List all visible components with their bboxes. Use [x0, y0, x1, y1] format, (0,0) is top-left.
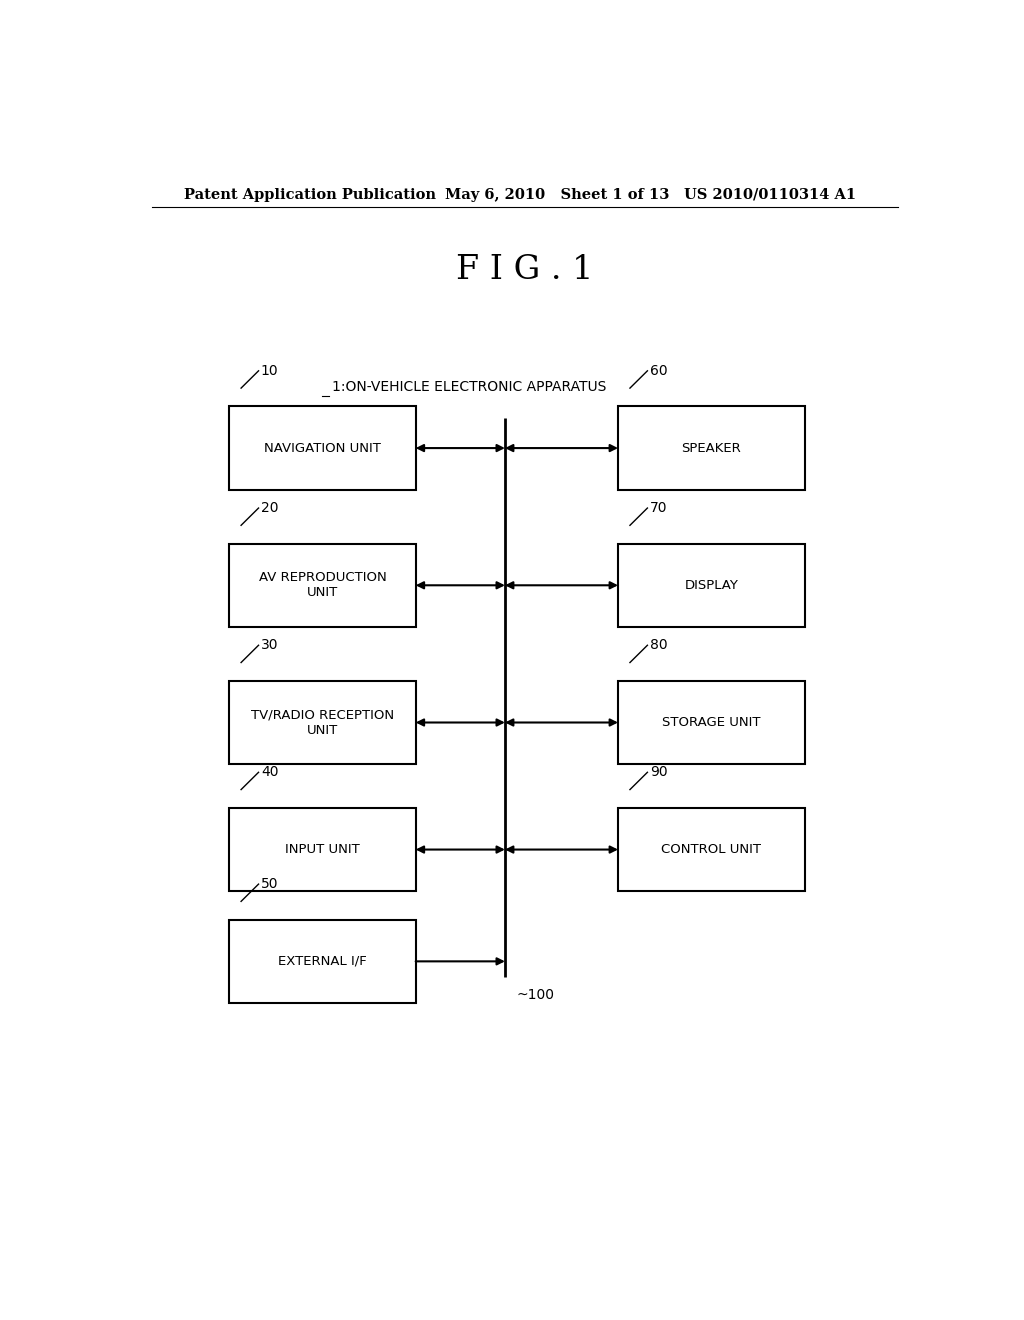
Text: ~100: ~100 [517, 987, 555, 1002]
Bar [618, 808, 805, 891]
Text: 1:ON-VEHICLE ELECTRONIC APPARATUS: 1:ON-VEHICLE ELECTRONIC APPARATUS [332, 380, 606, 395]
Bar [229, 920, 416, 1003]
Bar [618, 407, 805, 490]
Bar [229, 544, 416, 627]
Text: US 2010/0110314 A1: US 2010/0110314 A1 [684, 187, 856, 202]
Bar [618, 681, 805, 764]
Text: 20: 20 [261, 502, 279, 515]
Text: DISPLAY: DISPLAY [684, 578, 738, 591]
Text: Patent Application Publication: Patent Application Publication [183, 187, 435, 202]
Text: TV/RADIO RECEPTION
UNIT: TV/RADIO RECEPTION UNIT [251, 709, 394, 737]
Text: 80: 80 [650, 639, 668, 652]
Text: 60: 60 [650, 364, 668, 378]
Text: F I G . 1: F I G . 1 [456, 255, 594, 286]
Text: AV REPRODUCTION
UNIT: AV REPRODUCTION UNIT [258, 572, 386, 599]
Bar [229, 407, 416, 490]
Text: 10: 10 [261, 364, 279, 378]
Text: May 6, 2010   Sheet 1 of 13: May 6, 2010 Sheet 1 of 13 [445, 187, 670, 202]
Text: EXTERNAL I/F: EXTERNAL I/F [279, 954, 367, 968]
Bar [618, 544, 805, 627]
Text: NAVIGATION UNIT: NAVIGATION UNIT [264, 442, 381, 454]
Text: INPUT UNIT: INPUT UNIT [285, 843, 359, 857]
Text: CONTROL UNIT: CONTROL UNIT [662, 843, 761, 857]
Text: 40: 40 [261, 766, 279, 779]
Bar [229, 808, 416, 891]
Text: STORAGE UNIT: STORAGE UNIT [663, 715, 761, 729]
Text: 90: 90 [650, 766, 668, 779]
Text: 50: 50 [261, 876, 279, 891]
Bar [229, 681, 416, 764]
Text: 70: 70 [650, 502, 668, 515]
Text: 30: 30 [261, 639, 279, 652]
Text: SPEAKER: SPEAKER [681, 442, 741, 454]
